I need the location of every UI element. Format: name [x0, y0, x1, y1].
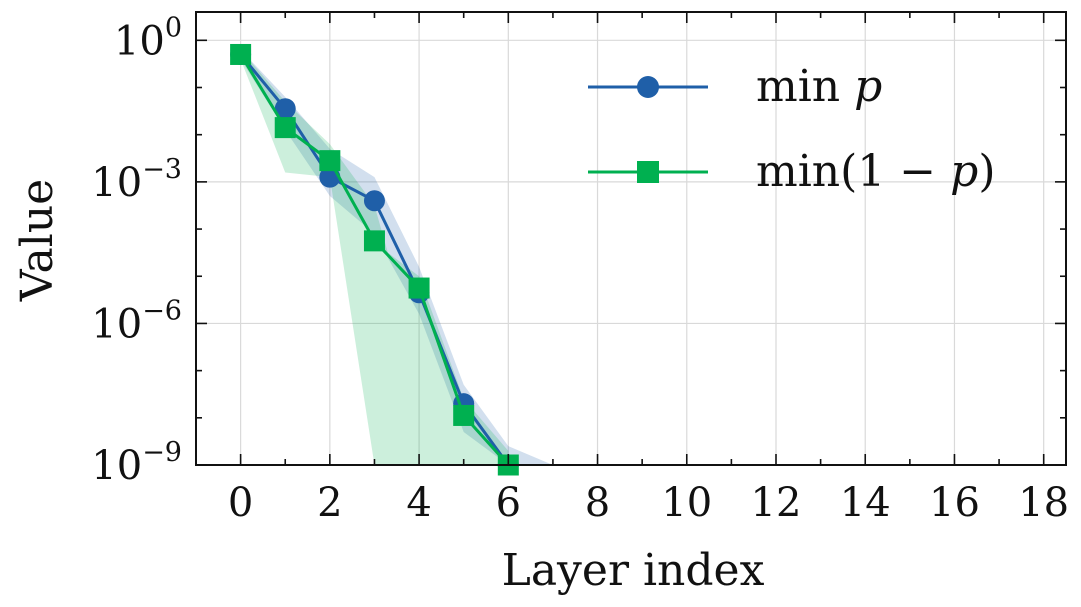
- x-tick-label: 4: [406, 480, 431, 526]
- legend-func: min(1 −: [756, 146, 950, 197]
- grid-layer: [196, 12, 1066, 466]
- x-tick-label: 0: [228, 480, 253, 526]
- data-point-min-1-minus-p: [363, 230, 385, 252]
- y-tick-label: 10 −9: [91, 437, 182, 489]
- y-tick-label-exponent: −9: [142, 437, 182, 468]
- band-min-1-minus-p: [240, 49, 509, 465]
- data-point-min-1-minus-p: [453, 404, 475, 426]
- y-tick-label-exponent: −6: [142, 295, 182, 326]
- line-layer: [230, 43, 519, 476]
- data-point-min-1-minus-p: [274, 117, 296, 139]
- frame-layer: [195, 11, 1067, 466]
- legend-variable: p: [950, 146, 978, 197]
- legend-variable: p: [854, 61, 882, 112]
- x-tick-label: 12: [751, 480, 802, 526]
- legend-label-min-1-minus-p: min(1 − p): [756, 146, 995, 197]
- x-tick-label: 18: [1018, 480, 1069, 526]
- x-tick-label: 2: [317, 480, 342, 526]
- x-tick-label: 16: [929, 480, 980, 526]
- y-axis-title: Value: [12, 179, 63, 302]
- y-tick-label-exponent: 0: [165, 12, 182, 43]
- plot-frame: [195, 11, 1067, 466]
- x-axis-title: Layer index: [502, 545, 765, 596]
- y-tick-label-base: 10: [114, 18, 165, 64]
- y-tick-label-base: 10: [91, 160, 142, 206]
- y-tick-label-base: 10: [91, 443, 142, 489]
- y-tick-label-exponent: −3: [142, 154, 182, 185]
- data-point-min-p: [363, 190, 385, 212]
- y-tick-label: 10 −6: [91, 295, 182, 347]
- x-tick-label: 14: [840, 480, 891, 526]
- y-tick-label-base: 10: [91, 301, 142, 347]
- legend-close-paren: ): [978, 146, 995, 197]
- data-point-min-1-minus-p: [408, 277, 430, 299]
- y-tick-label: 10 0: [114, 12, 182, 64]
- x-tick-label: 8: [585, 480, 610, 526]
- legend-func: min: [756, 61, 854, 112]
- x-tick-label: 10: [661, 480, 712, 526]
- legend-marker-min-p: [637, 76, 659, 98]
- y-tick-label: 10 −3: [91, 154, 182, 206]
- data-point-min-1-minus-p: [230, 43, 252, 65]
- legend-label-min-p: min p: [756, 61, 882, 112]
- x-tick-label: 6: [496, 480, 521, 526]
- data-point-min-1-minus-p: [319, 150, 341, 172]
- legend-marker-min-1-minus-p: [637, 161, 659, 183]
- data-point-min-p: [274, 98, 296, 120]
